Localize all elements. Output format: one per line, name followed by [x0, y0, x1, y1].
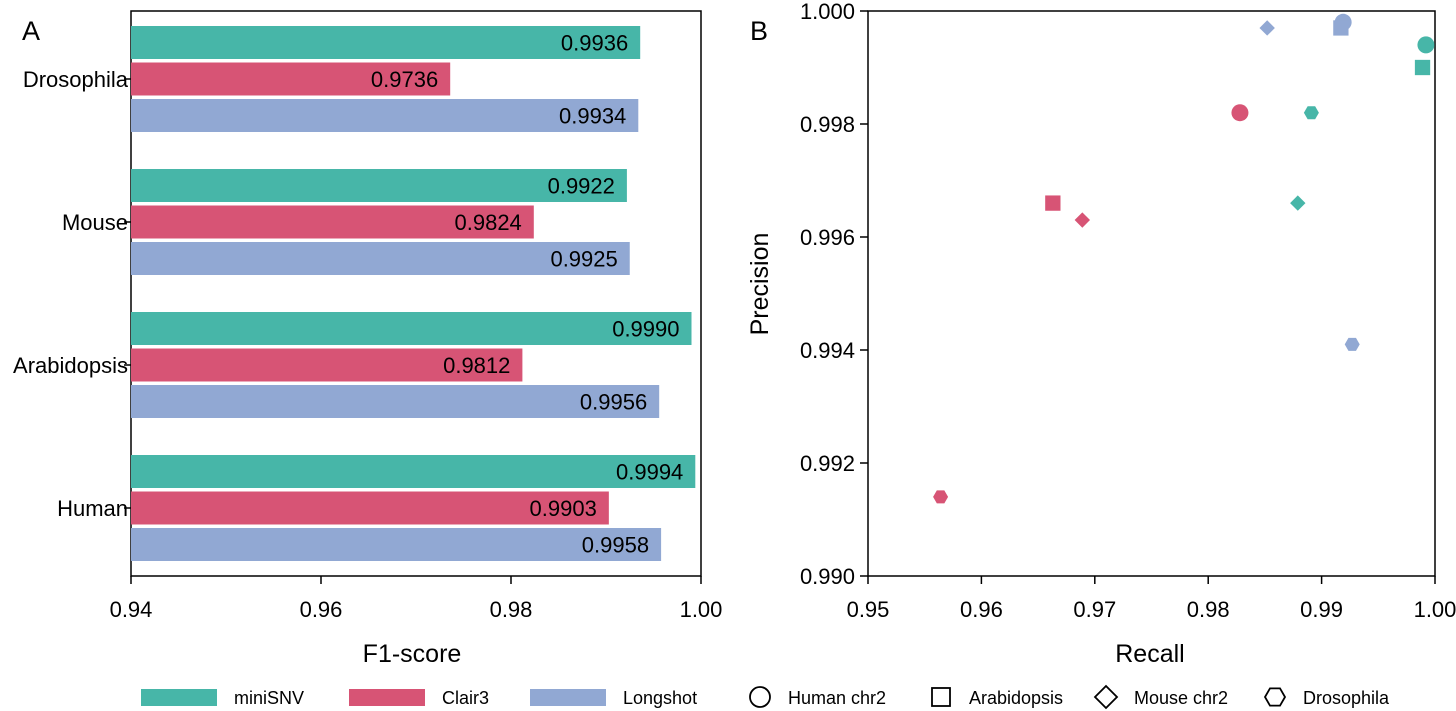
scatter-plot-frame [867, 10, 1436, 577]
x-tick-label: 0.95 [847, 597, 890, 622]
panel-b-label: B [750, 16, 768, 46]
panel-a-label: A [22, 16, 40, 46]
y-tick-label: 0.996 [800, 225, 855, 250]
bar [131, 312, 692, 345]
x-tick-label: 0.96 [300, 597, 343, 622]
bar [131, 205, 534, 239]
bar-value-label: 0.9994 [616, 460, 683, 485]
x-tick-label: 0.98 [490, 597, 533, 622]
scatter-point [1045, 195, 1061, 211]
category-label: Mouse [62, 210, 128, 235]
bar-value-label: 0.9903 [530, 496, 597, 521]
bar-value-label: 0.9956 [580, 390, 647, 415]
legend-shape-diamond-icon [1093, 684, 1119, 710]
x-tick-label: 0.96 [960, 597, 1003, 622]
x-tick-label: 1.00 [1414, 597, 1456, 622]
y-tick-label: 1.000 [800, 0, 855, 24]
scatter-point [1290, 195, 1306, 211]
scatter-point [1074, 212, 1091, 228]
bar [131, 62, 451, 96]
bar [131, 528, 662, 561]
scatter-point [1344, 337, 1360, 351]
x-tick-label: 0.98 [1187, 597, 1230, 622]
legend-shape-label: Human chr2 [788, 688, 886, 708]
scatter-point [1414, 59, 1431, 76]
legend-shape-label: Mouse chr2 [1134, 688, 1228, 708]
bar [131, 26, 641, 59]
legend-shape-circle-icon [749, 686, 771, 708]
legend-shape-label: Drosophila [1303, 688, 1390, 708]
legend-tool-label: Longshot [623, 688, 697, 708]
y-tick-label: 0.990 [800, 564, 855, 589]
y-tick-label: 0.998 [800, 112, 855, 137]
scatter-point [933, 490, 949, 504]
scatter-point [1333, 20, 1349, 36]
legend-color-swatch [349, 689, 425, 706]
bar-value-label: 0.9824 [455, 210, 522, 235]
bar-value-label: 0.9812 [443, 353, 510, 378]
x-tick-label: 0.99 [1300, 597, 1343, 622]
scatter-point [1303, 106, 1319, 120]
legend: miniSNV Clair3 Longshot Human chr2 Arabidops… [141, 684, 1390, 710]
legend-shape-square-icon [931, 687, 951, 707]
scatter-x-axis-title: Recall [1115, 640, 1184, 668]
bar-value-label: 0.9925 [550, 247, 617, 272]
x-tick-label: 0.94 [110, 597, 153, 622]
bar [131, 348, 523, 382]
category-label: Human [57, 496, 128, 521]
legend-shape-hexagon-icon [1263, 687, 1287, 707]
legend-color-swatch [530, 689, 606, 706]
bar [131, 385, 660, 418]
category-label: Drosophila [23, 67, 129, 92]
bar-value-label: 0.9936 [561, 31, 628, 56]
scatter-point [1417, 36, 1435, 54]
legend-tool-label: miniSNV [234, 688, 304, 708]
y-tick-label: 0.994 [800, 338, 855, 363]
y-tick-label: 0.992 [800, 451, 855, 476]
legend-shape-label: Arabidopsis [969, 688, 1063, 708]
bar-value-label: 0.9736 [371, 67, 438, 92]
bar [131, 169, 627, 202]
x-tick-label: 1.00 [680, 597, 723, 622]
category-label: Arabidopsis [13, 353, 128, 378]
legend-color-swatch [141, 689, 217, 706]
scatter-point [1231, 104, 1249, 122]
bar-chart-panel: A 0.9936 0.9736 0.9934 0.9922 0.9824 0.9925 0.… [13, 10, 723, 668]
x-tick-label: 0.97 [1073, 597, 1116, 622]
scatter-y-axis-title: Precision [746, 233, 774, 336]
bar-value-label: 0.9922 [548, 174, 615, 199]
bar-value-label: 0.9990 [612, 317, 679, 342]
bar [131, 491, 609, 525]
bar-value-label: 0.9934 [559, 104, 626, 129]
bar-value-label: 0.9958 [582, 533, 649, 558]
bar [131, 455, 696, 488]
bar [131, 99, 639, 132]
scatter-chart-panel: B 0.95 0.96 0.97 0.98 0.99 1.00 0.990 0.992 0.99… [746, 0, 1456, 668]
bar-x-axis-title: F1-score [363, 640, 462, 668]
scatter-point [1259, 20, 1275, 36]
bar-plot-frame [130, 10, 702, 577]
legend-tool-label: Clair3 [442, 688, 489, 708]
bar [131, 242, 630, 275]
